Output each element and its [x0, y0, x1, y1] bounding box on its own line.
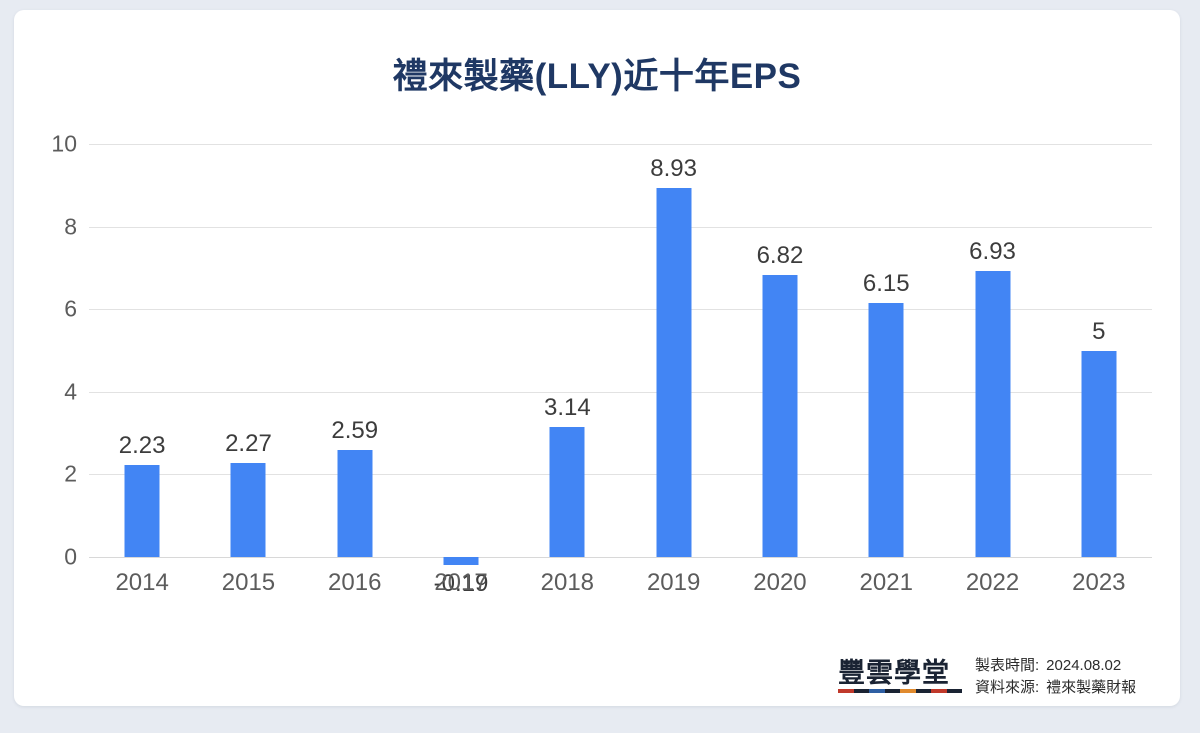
brand-logo-text: 豐雲學堂	[838, 658, 950, 689]
bar-value-label: 6.82	[756, 242, 804, 270]
gridline	[89, 557, 1152, 558]
x-axis-tick-label: 2017	[434, 569, 488, 596]
bar-group: 6.93 2022	[939, 144, 1045, 596]
credit-label: 製表時間:	[975, 657, 1040, 674]
x-axis-tick-label: 2021	[859, 569, 913, 596]
chart-card: 禮來製藥(LLY)近十年EPS 0 2 4 6 8 10 2.23 2014 2.27 2015…	[14, 10, 1180, 706]
x-axis-tick-label: 2019	[646, 569, 701, 596]
x-axis-tick-label: 2014	[115, 569, 169, 596]
logo-rule-segment	[853, 689, 869, 694]
y-axis-tick-label: 2	[64, 460, 77, 487]
logo-rule-segment	[946, 689, 962, 694]
bar-group: 3.14 2018	[514, 144, 620, 596]
plot-area: 0 2 4 6 8 10 2.23 2014 2.27 2015 2.59 2016 -0.19 201…	[51, 131, 1152, 597]
bar-value-label: 2.59	[331, 417, 379, 445]
bar-group: 2.23 2014	[89, 144, 195, 596]
credit-value: 2024.08.02	[1046, 657, 1122, 674]
bar-group: 2.27 2015	[195, 144, 301, 596]
bar[interactable]	[443, 557, 479, 565]
gridline	[89, 226, 1152, 228]
footer: 豐雲學堂 製表時間: 2024.08.02 資料來源: 禮來製藥財報	[838, 655, 1136, 699]
bar[interactable]	[124, 464, 160, 557]
bar[interactable]	[230, 463, 266, 557]
bar-group: 2.59 2016	[302, 144, 408, 596]
bar-group: -0.19 2017	[408, 144, 514, 597]
x-axis-tick-label: 2015	[221, 569, 276, 596]
brand-logo-rule	[838, 689, 962, 694]
logo-rule-segment	[838, 689, 854, 694]
bar[interactable]	[656, 188, 692, 557]
page-title: 禮來製藥(LLY)近十年EPS	[392, 57, 802, 96]
bar[interactable]	[868, 303, 904, 557]
bar-value-label: 6.93	[969, 237, 1016, 265]
bar[interactable]	[762, 275, 798, 557]
bar-value-label: 2.27	[225, 430, 272, 458]
gridline	[89, 391, 1152, 393]
x-axis-tick-label: 2022	[965, 569, 1020, 596]
logo-rule-segment	[884, 689, 900, 694]
bar-series: 2.23 2014 2.27 2015 2.59 2016 -0.19 2017 3.14 201…	[89, 144, 1152, 597]
bar[interactable]	[975, 270, 1011, 557]
y-axis-tick-label: 10	[51, 130, 77, 157]
bar-group: 6.82 2020	[727, 144, 833, 596]
brand-logo: 豐雲學堂	[838, 658, 962, 694]
bar-value-label: 8.93	[650, 155, 697, 183]
bar-value-label: 2.23	[118, 431, 166, 459]
x-axis-tick-label: 2016	[328, 569, 382, 596]
bar-value-label: 6.15	[862, 270, 910, 297]
x-axis-tick-label: 2020	[753, 569, 807, 596]
logo-rule-segment	[869, 689, 885, 694]
bar[interactable]	[549, 427, 585, 557]
credit-label: 資料來源:	[975, 678, 1040, 696]
credit-value: 禮來製藥財報	[1046, 678, 1137, 696]
x-axis-tick-label: 2018	[540, 569, 595, 596]
bar-group: 5 2023	[1046, 144, 1152, 597]
gridline	[89, 144, 1152, 145]
y-axis-tick-label: 6	[64, 295, 77, 322]
bar-value-label: -0.19	[433, 569, 489, 597]
y-axis-tick-label: 8	[64, 213, 77, 240]
logo-rule-segment	[915, 689, 931, 694]
bar[interactable]	[1081, 350, 1117, 557]
bar-value-label: 3.14	[543, 394, 591, 422]
gridline	[89, 474, 1152, 476]
bar-group: 8.93 2019	[621, 144, 727, 596]
bar-group: 6.15 2021	[833, 144, 939, 596]
bar[interactable]	[337, 450, 373, 557]
gridline	[89, 309, 1152, 311]
logo-rule-segment	[900, 689, 916, 694]
bar-value-label: 5	[1092, 317, 1106, 345]
credit-row: 製表時間: 2024.08.02	[975, 655, 1136, 677]
y-axis-tick-label: 4	[64, 378, 77, 405]
credits-block: 製表時間: 2024.08.02 資料來源: 禮來製藥財報	[975, 655, 1136, 699]
credit-row: 資料來源: 禮來製藥財報	[975, 677, 1136, 699]
logo-rule-segment	[931, 689, 947, 694]
y-axis-tick-label: 0	[64, 543, 77, 570]
x-axis-tick-label: 2023	[1072, 569, 1126, 596]
